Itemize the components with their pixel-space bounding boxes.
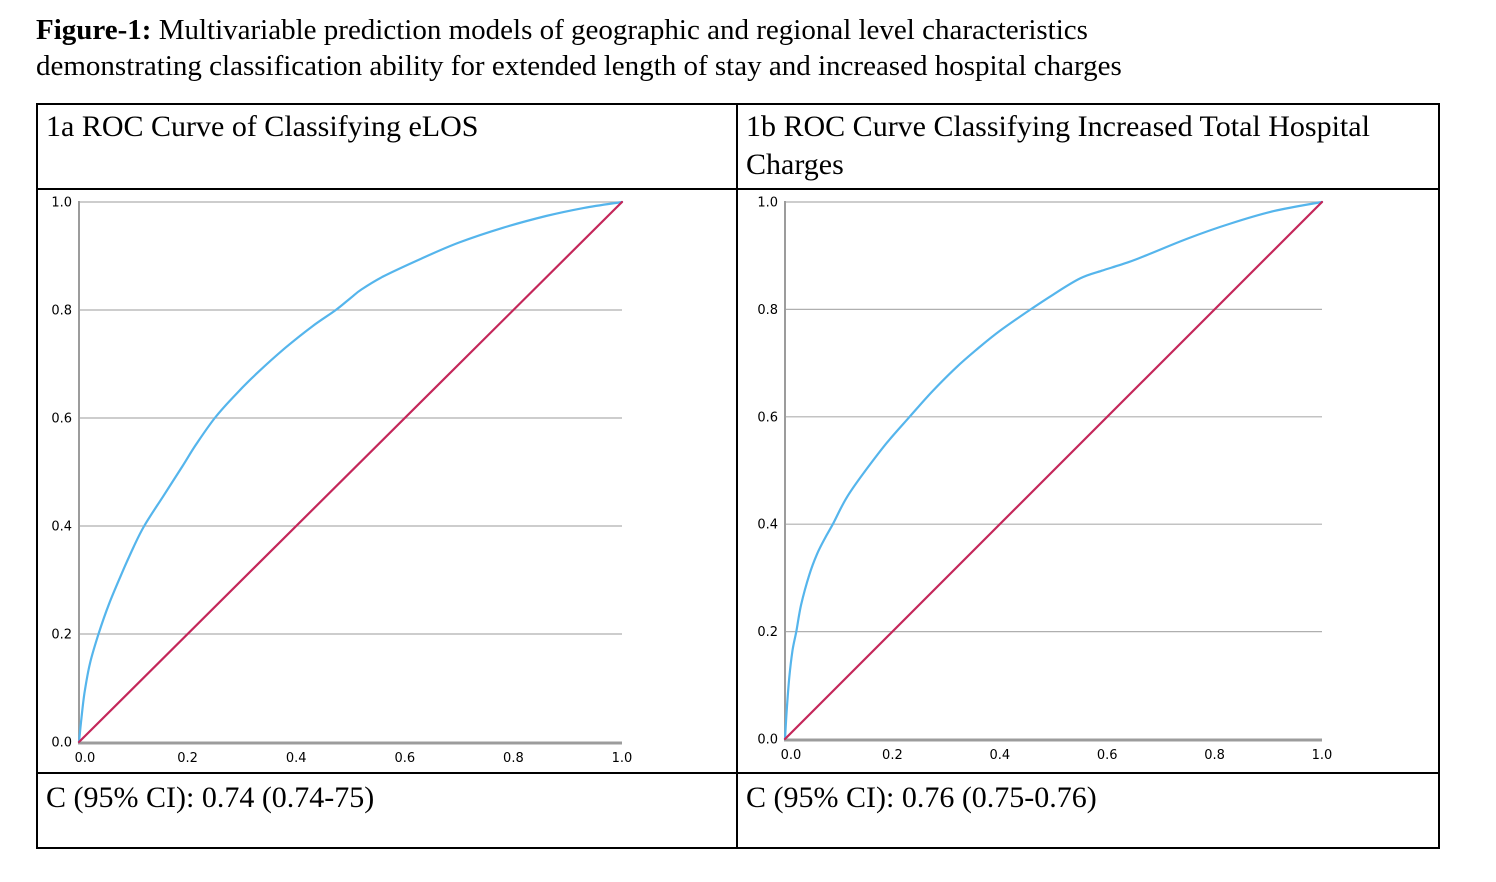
panel-1a-c-statistic: C (95% CI): 0.74 (0.74-75) [38,774,738,847]
roc-chart-1a: 0.0 0.2 0.4 0.6 0.8 1.0 0.0 0.2 0.4 0.6 0.8 1.0 [51,196,633,767]
x-tick-label: 0.4 [989,748,1010,763]
y-tick-label: 0.0 [757,733,778,748]
x-tick-label: 0.2 [882,748,903,763]
x-tick-label: 0.0 [75,751,96,766]
figure-label: Figure-1: [36,14,152,46]
reference-line [77,200,624,744]
x-tick-label: 0.0 [781,748,802,763]
x-tick-label: 1.0 [1312,748,1333,763]
x-tick-label: 0.2 [177,751,198,766]
reference-line [783,200,1324,741]
y-tick-label: 1.0 [51,196,72,211]
y-tick-label: 0.8 [757,303,778,318]
roc-curve [77,200,624,744]
roc-curve [783,200,1324,741]
y-tick-label: 0.4 [51,520,72,535]
panel-1a-chart-cell: 0.0 0.2 0.4 0.6 0.8 1.0 0.0 0.2 0.4 0.6 0.8 1.0 [38,190,738,774]
y-tick-label: 0.4 [757,518,778,533]
x-tick-label: 0.8 [1204,748,1225,763]
figure-title: Figure-1: Multivariable prediction model… [36,12,1466,84]
figure-table: 1a ROC Curve of Classifying eLOS 1b ROC … [36,103,1440,849]
figure-title-line-1: Figure-1: Multivariable prediction model… [36,12,1466,48]
figure-title-text: Multivariable prediction models of geogr… [151,14,1088,46]
figure-title-line-2: demonstrating classification ability for… [36,50,1122,82]
y-tick-label: 0.2 [51,628,72,643]
x-tick-label: 0.8 [503,751,524,766]
panel-1b-chart-cell: 0.0 0.2 0.4 0.6 0.8 1.0 0.0 0.2 0.4 0.6 0.8 1.0 [738,190,1438,774]
x-tick-label: 0.6 [1097,748,1118,763]
y-tick-label: 0.8 [51,304,72,319]
x-tick-label: 1.0 [612,751,633,766]
x-tick-label: 0.6 [394,751,415,766]
y-tick-label: 1.0 [757,196,778,211]
panel-1a-header: 1a ROC Curve of Classifying eLOS [38,105,738,190]
roc-chart-1b: 0.0 0.2 0.4 0.6 0.8 1.0 0.0 0.2 0.4 0.6 0.8 1.0 [757,196,1333,764]
y-tick-label: 0.6 [757,410,778,425]
panel-1b-c-statistic: C (95% CI): 0.76 (0.75-0.76) [738,774,1438,847]
y-tick-label: 0.0 [51,736,72,751]
panel-1b-header: 1b ROC Curve Classifying Increased Total… [738,105,1438,190]
y-tick-label: 0.2 [757,625,778,640]
x-tick-label: 0.4 [286,751,307,766]
y-tick-label: 0.6 [51,412,72,427]
